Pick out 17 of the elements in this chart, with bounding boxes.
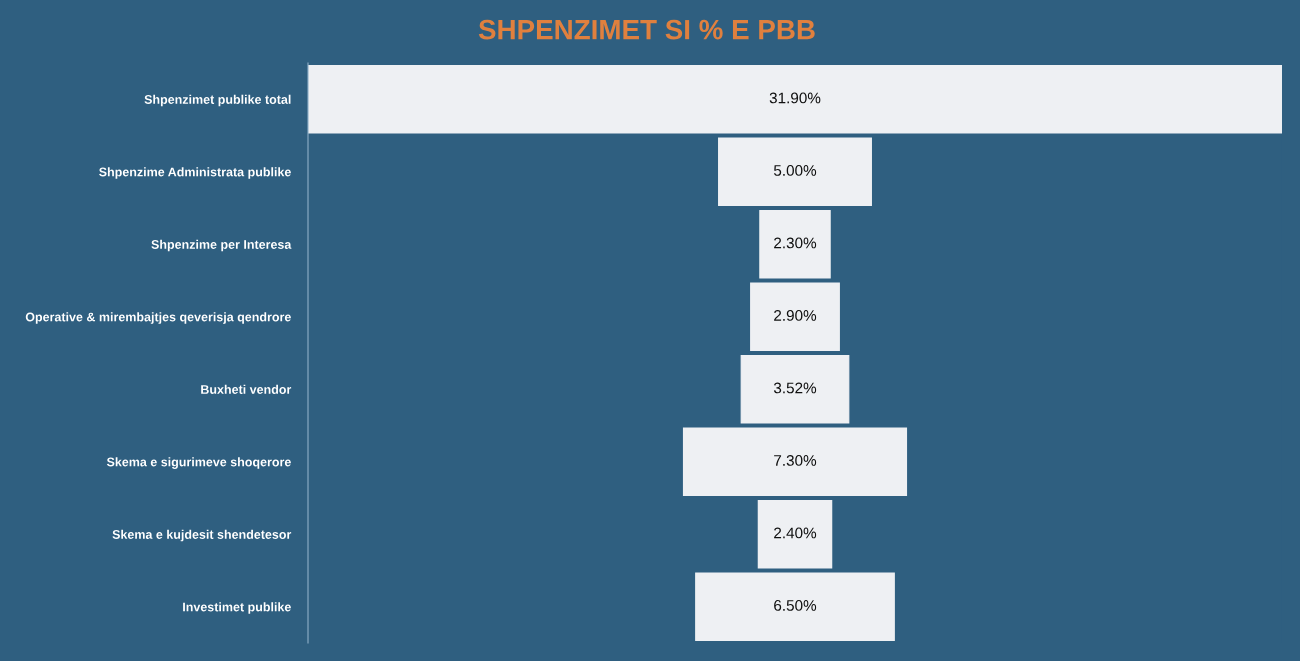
data-label: 2.90% [774, 310, 817, 321]
category-label: Operative & mirembajtjes qeverisja qendrore [25, 312, 291, 324]
text: SHPENZIMET SI % E PBB [478, 19, 815, 40]
data-label: 2.40% [774, 527, 817, 539]
data-label: 2.30% [774, 237, 817, 249]
category-label: Shpenzimet publike total [144, 94, 291, 107]
data-label: 5.00% [773, 165, 817, 176]
data-label: 31.90% [769, 92, 821, 104]
category-label: Shpenzime Administrata publike [99, 167, 291, 179]
category-label: Skema e sigurimeve shoqerore [106, 457, 291, 469]
data-label: 3.52% [773, 382, 817, 394]
data-label: 6.50% [774, 600, 817, 611]
category-label: Skema e kujdesit shendetesor [112, 529, 292, 542]
category-label: Buxheti vendor [201, 384, 292, 394]
category-label: Shpenzime per Interesa [151, 239, 292, 252]
data-label: 7.30% [774, 455, 817, 466]
category-label: Investimet publike [183, 602, 291, 614]
